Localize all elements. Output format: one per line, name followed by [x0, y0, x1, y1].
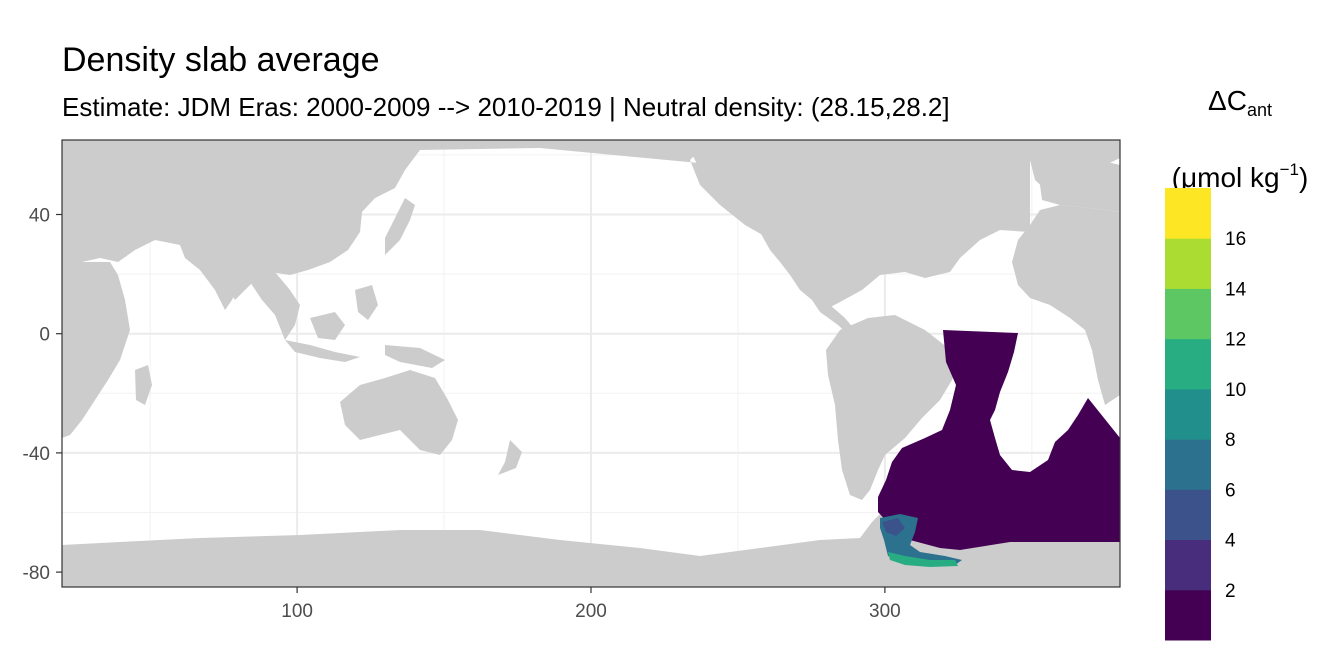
land-philippines: [355, 285, 378, 320]
x-tick-label: 200: [575, 601, 607, 622]
chart-title: Density slab average: [62, 41, 380, 79]
legend-break-label: 10: [1225, 380, 1246, 401]
x-tick-label: 100: [281, 601, 313, 622]
y-tick-label: -40: [23, 444, 50, 465]
land-new-guinea: [385, 345, 445, 368]
legend-swatch: [1165, 439, 1211, 490]
delta-cant-field: [878, 330, 1120, 567]
legend-break-label: 8: [1225, 430, 1236, 451]
land-africa-west: [1012, 205, 1120, 405]
legend-break-label: 2: [1225, 581, 1236, 602]
legend-break-label: 12: [1225, 330, 1246, 351]
land-eurasia: [62, 140, 1030, 300]
legend-swatch: [1165, 288, 1211, 340]
land-indonesia-1: [285, 340, 360, 362]
legend-swatch: [1165, 388, 1211, 440]
land-new-zealand: [498, 440, 522, 475]
y-tick-label: 40: [29, 206, 50, 227]
legend-swatch: [1165, 238, 1211, 289]
legend-swatch: [1165, 489, 1211, 541]
y-tick-label: 0: [39, 325, 50, 346]
land-north-america: [690, 150, 1030, 310]
land-australia: [340, 370, 458, 455]
land-indonesia-2: [310, 312, 345, 340]
legend-break-label: 14: [1225, 279, 1247, 300]
field-region-shelf-high: [888, 552, 958, 567]
land-antarctica: [62, 525, 1120, 587]
land-europe: [1040, 158, 1120, 212]
legend-swatch: [1165, 338, 1211, 390]
land-se-asia: [250, 270, 300, 340]
land-africa-east: [62, 262, 130, 438]
legend-swatch: [1165, 589, 1211, 641]
legend-swatch: [1165, 188, 1211, 239]
legend-break-label: 4: [1225, 531, 1236, 552]
land-south-america: [826, 315, 960, 500]
y-tick-label: -80: [23, 563, 50, 584]
x-tick-label: 300: [869, 601, 901, 622]
legend-break-label: 6: [1225, 480, 1236, 501]
legend-title-close: ): [1299, 162, 1309, 193]
legend-swatch: [1165, 539, 1211, 591]
legend-title-main: ΔC: [1208, 85, 1247, 116]
legend-colorbar: 2 4 6 8 10 12 14 16: [1165, 188, 1247, 641]
legend-title-sub: ant: [1246, 100, 1272, 120]
land-india: [180, 245, 240, 310]
land-japan: [385, 198, 415, 255]
legend-title-unit: (μmol kg: [1171, 162, 1280, 193]
field-region-low: [878, 330, 1120, 550]
chart-subtitle: Estimate: JDM Eras: 2000-2009 --> 2010-2…: [62, 92, 950, 122]
land-layer: [62, 140, 1120, 587]
legend-title: ΔCant (μmol kg−1): [1150, 84, 1330, 195]
legend-break-label: 16: [1225, 229, 1246, 250]
land-madagascar: [135, 365, 152, 405]
legend-title-exp: −1: [1279, 160, 1299, 179]
field-region-shelf-mid: [882, 518, 905, 536]
